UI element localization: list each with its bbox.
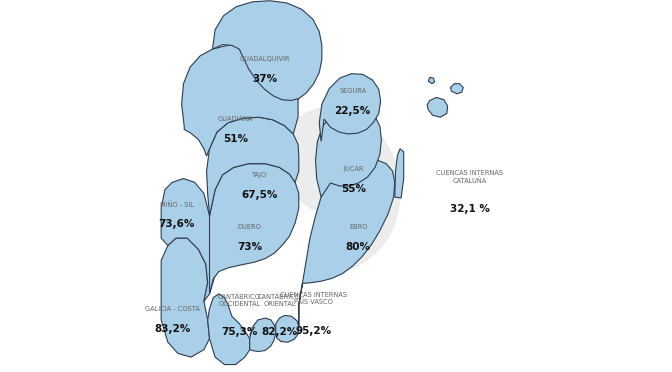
Text: 55%: 55% (341, 184, 366, 194)
Text: 32,1 %: 32,1 % (450, 204, 490, 214)
Polygon shape (276, 315, 299, 342)
Text: 95,2%: 95,2% (296, 326, 332, 336)
Text: GUADALQUIVIR: GUADALQUIVIR (239, 57, 290, 62)
Polygon shape (316, 106, 382, 197)
Polygon shape (428, 77, 435, 84)
Text: DUERO: DUERO (238, 224, 261, 230)
Text: 67,5%: 67,5% (241, 190, 278, 200)
Polygon shape (210, 164, 299, 294)
Text: SEGURA: SEGURA (339, 88, 366, 94)
Polygon shape (161, 238, 210, 357)
Text: GUADIANA: GUADIANA (218, 116, 253, 122)
Text: EBRO: EBRO (349, 224, 368, 230)
Polygon shape (250, 318, 276, 352)
Text: TAJO: TAJO (252, 172, 267, 178)
Polygon shape (206, 117, 299, 216)
Polygon shape (319, 74, 380, 141)
Text: 82,2%: 82,2% (261, 327, 298, 337)
Text: 75,3%: 75,3% (221, 327, 257, 337)
Polygon shape (161, 179, 215, 301)
Text: CUENCAS INTERNAS
PAÍS VASCO: CUENCAS INTERNAS PAÍS VASCO (280, 292, 347, 305)
Text: 83,2%: 83,2% (154, 324, 190, 334)
Text: 73,6%: 73,6% (159, 219, 195, 230)
Text: MIÑO - SIL: MIÑO - SIL (160, 201, 194, 208)
Polygon shape (394, 149, 404, 198)
Polygon shape (212, 1, 322, 100)
Text: CUENCAS INTERNAS
CATALUÑA: CUENCAS INTERNAS CATALUÑA (436, 170, 503, 184)
Text: 51%: 51% (223, 134, 248, 144)
Polygon shape (450, 84, 463, 94)
Polygon shape (427, 97, 448, 117)
Text: CANTÁBRICO
ORIENTAL: CANTÁBRICO ORIENTAL (258, 294, 301, 307)
Text: 80%: 80% (346, 242, 371, 252)
Text: CANTÁBRICO
OCCIDENTAL: CANTÁBRICO OCCIDENTAL (218, 294, 261, 307)
Polygon shape (208, 294, 250, 365)
Polygon shape (181, 44, 302, 156)
Polygon shape (278, 107, 401, 275)
Text: 22,5%: 22,5% (335, 106, 371, 116)
Text: 73%: 73% (237, 242, 262, 252)
Polygon shape (299, 160, 394, 327)
Text: 37%: 37% (252, 74, 277, 84)
Text: GALICIA - COSTA: GALICIA - COSTA (145, 306, 200, 312)
Text: JÚCAR: JÚCAR (343, 165, 364, 172)
